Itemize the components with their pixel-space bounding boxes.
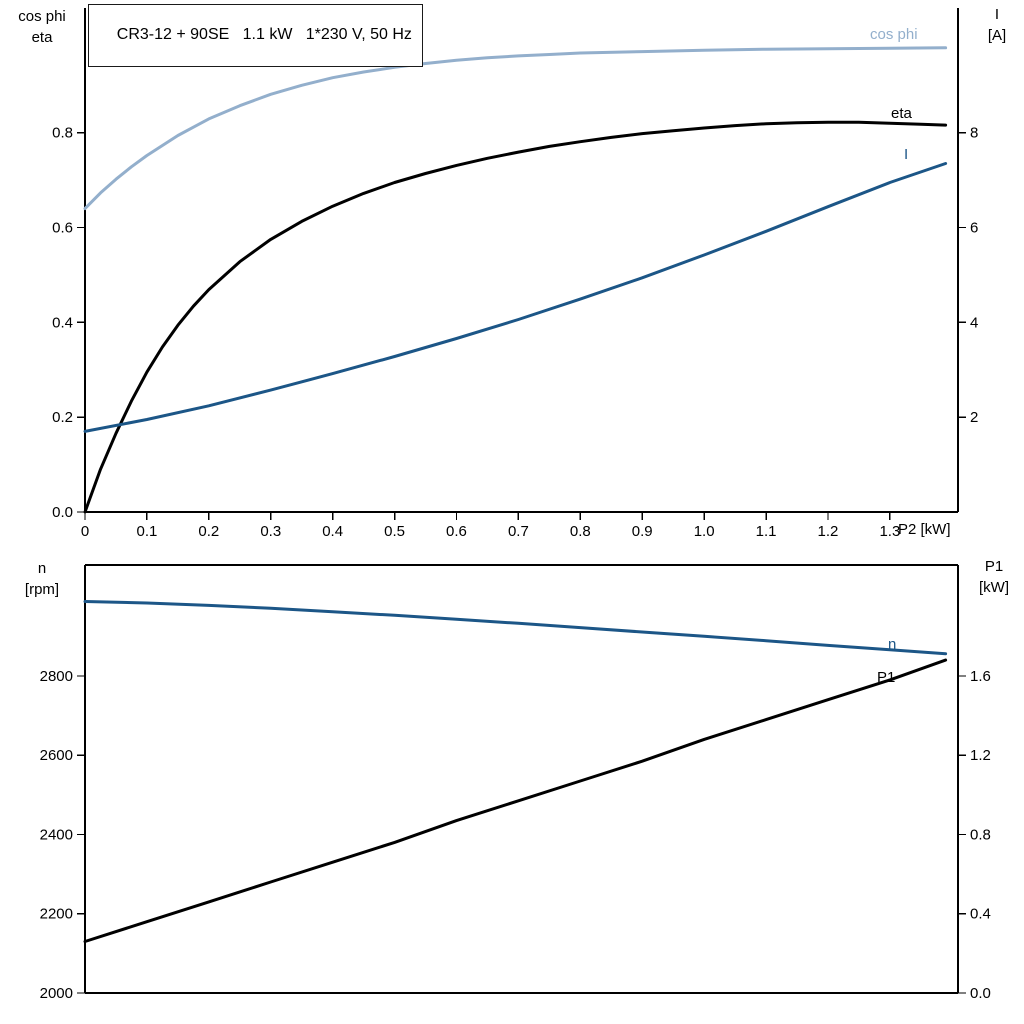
x-tick-label: 0.4 [322, 523, 343, 540]
chart-title: CR3-12 + 90SE 1.1 kW 1*230 V, 50 Hz [116, 26, 412, 43]
eta-axis-label: eta [31, 29, 53, 46]
chart-title-box: CR3-12 + 90SE 1.1 kW 1*230 V, 50 Hz [88, 4, 423, 67]
curve-p1 [83, 658, 948, 943]
curve-cos-phi [83, 46, 948, 211]
p2-axis-label: P2 [kW] [898, 521, 951, 538]
x-tick-label: 1.0 [694, 523, 715, 540]
left-tick-label: 0.4 [52, 314, 73, 331]
left-tick-label: 2000 [40, 985, 73, 1002]
eta-curve-label: eta [891, 105, 912, 122]
curve-n [83, 600, 948, 656]
speed-axis-label: n [37, 560, 47, 577]
left-tick-label: 0.8 [52, 125, 73, 142]
cos-phi-axis-label: cos phi [18, 8, 66, 25]
right-tick-label: 0.0 [970, 985, 991, 1002]
current-curve-label: I [904, 146, 909, 163]
x-tick-label: 0.6 [446, 523, 467, 540]
left-tick-label: 0.0 [52, 504, 73, 521]
right-tick-label: 2 [970, 409, 978, 426]
top-right-axis-title: I [A] [972, 4, 1022, 46]
top-left-axis-title: cos phi eta [2, 6, 82, 48]
right-tick-label: 0.8 [970, 826, 991, 843]
right-tick-label: 1.2 [970, 747, 991, 764]
x-tick-label: 0.3 [260, 523, 281, 540]
left-tick-label: 2800 [40, 668, 73, 685]
x-tick-label: 0.9 [632, 523, 653, 540]
bottom-left-axis-title: n [rpm] [2, 558, 82, 600]
right-tick-label: 6 [970, 220, 978, 237]
x-tick-label: 0 [81, 523, 89, 540]
left-tick-label: 0.6 [52, 220, 73, 237]
x-tick-label: 0.1 [136, 523, 157, 540]
p1-axis-label: P1 [984, 558, 1004, 575]
right-tick-label: 8 [970, 125, 978, 142]
x-tick-label: 1.1 [756, 523, 777, 540]
bottom-right-axis-title: P1 [kW] [966, 556, 1022, 598]
right-tick-label: 0.4 [970, 906, 991, 923]
current-axis-label: I [994, 6, 1000, 23]
p1-curve-label: P1 [877, 669, 896, 686]
left-tick-label: 2200 [40, 906, 73, 923]
left-tick-label: 0.2 [52, 409, 73, 426]
x-tick-label: 1.2 [818, 523, 839, 540]
p1-unit-label: [kW] [979, 579, 1009, 596]
speed-curve-label: n [888, 636, 897, 653]
x-tick-label: 0.8 [570, 523, 591, 540]
x-tick-label: 1.3 [879, 523, 900, 540]
left-tick-label: 2400 [40, 826, 73, 843]
left-tick-label: 2600 [40, 747, 73, 764]
right-tick-label: 1.6 [970, 668, 991, 685]
current-unit-label: [A] [987, 27, 1007, 44]
curve-eta [83, 120, 948, 514]
cos-phi-curve-label: cos phi [870, 26, 918, 43]
curve-i [83, 162, 948, 433]
x-tick-label: 0.2 [198, 523, 219, 540]
right-tick-label: 4 [970, 314, 978, 331]
x-tick-label: 0.5 [384, 523, 405, 540]
speed-unit-label: [rpm] [24, 581, 60, 598]
x-tick-label: 0.7 [508, 523, 529, 540]
